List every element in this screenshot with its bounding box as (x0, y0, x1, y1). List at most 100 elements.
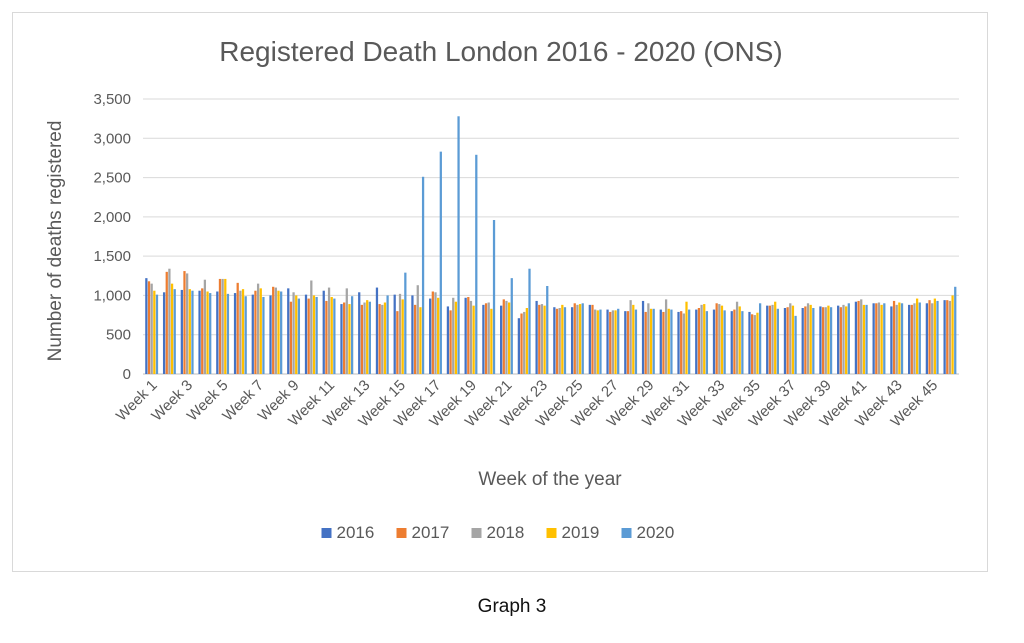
bar (434, 292, 437, 374)
bar (712, 309, 716, 374)
bar (153, 290, 156, 374)
bar (452, 297, 455, 374)
bar (883, 303, 886, 374)
bar (218, 278, 222, 374)
bar (801, 308, 804, 374)
bar (753, 315, 756, 374)
bar (472, 305, 475, 374)
bar (617, 308, 620, 374)
bar (322, 290, 325, 374)
bar (735, 301, 739, 374)
bar (839, 307, 842, 374)
bar (150, 283, 153, 374)
bar (570, 307, 574, 374)
bar (233, 293, 237, 374)
bar (786, 307, 789, 374)
bar (492, 220, 496, 374)
bar (510, 278, 513, 374)
bar (862, 304, 866, 374)
y-tick-label: 0 (123, 366, 131, 383)
bar (644, 311, 647, 374)
bar (824, 307, 827, 374)
bar (688, 309, 691, 374)
bar (398, 293, 402, 374)
bar (606, 309, 609, 374)
bar (289, 301, 293, 374)
bar (295, 295, 298, 374)
bar (812, 308, 815, 374)
bar (641, 300, 645, 374)
y-axis-title: Number of deaths registered (45, 121, 66, 362)
bar (842, 304, 845, 374)
bar (535, 300, 538, 374)
bar (348, 304, 351, 374)
bar (588, 304, 591, 374)
gridlines (143, 98, 959, 375)
bar (203, 279, 207, 374)
bar (794, 315, 797, 374)
bar (695, 309, 698, 374)
bar (274, 287, 277, 374)
bar (523, 311, 526, 374)
bar (546, 286, 549, 374)
bar (251, 294, 254, 374)
bar (358, 292, 361, 374)
bar (845, 306, 848, 374)
legend: 2016 2017 2018 2019 2020 (321, 523, 674, 542)
bar (768, 305, 772, 374)
bar (809, 304, 812, 374)
bar (946, 300, 949, 374)
bar (500, 305, 503, 374)
bar (206, 291, 209, 374)
bar (649, 308, 653, 374)
bar (723, 310, 726, 374)
bar (502, 299, 505, 374)
bar (226, 293, 230, 374)
bar (198, 290, 201, 374)
bar (697, 308, 701, 374)
bar (573, 303, 576, 374)
y-tick-label: 3,500 (93, 91, 131, 108)
bar (446, 306, 450, 374)
bar (350, 296, 354, 374)
bar (682, 313, 685, 374)
bar (429, 298, 432, 374)
bar (756, 312, 759, 374)
bar (162, 292, 166, 374)
bar (543, 305, 546, 374)
bar (236, 282, 239, 374)
bar (789, 303, 792, 374)
bar (307, 298, 310, 374)
bar (720, 305, 724, 374)
bar (875, 303, 878, 374)
bar (954, 286, 957, 374)
y-tick-label: 2,000 (93, 209, 131, 226)
bar (449, 310, 452, 374)
legend-swatch (321, 528, 332, 538)
bar (256, 283, 260, 374)
bar (553, 307, 556, 374)
bar (507, 302, 511, 374)
bar (659, 309, 662, 374)
bar (791, 305, 795, 374)
bar (292, 292, 295, 374)
bar (241, 289, 245, 374)
bar (396, 311, 399, 374)
bar (490, 308, 493, 374)
bar (890, 306, 893, 374)
legend-label: 2019 (562, 523, 600, 542)
bar (528, 268, 531, 374)
bar (771, 304, 774, 374)
bar (216, 291, 219, 374)
bar (269, 295, 272, 374)
bar (467, 297, 470, 374)
bar (591, 304, 594, 374)
bar (561, 304, 564, 374)
bar (375, 287, 379, 374)
bar (614, 310, 617, 374)
bar (703, 304, 706, 374)
bar (578, 304, 582, 374)
bar (168, 268, 171, 374)
bar (892, 300, 896, 374)
bar (860, 299, 863, 374)
